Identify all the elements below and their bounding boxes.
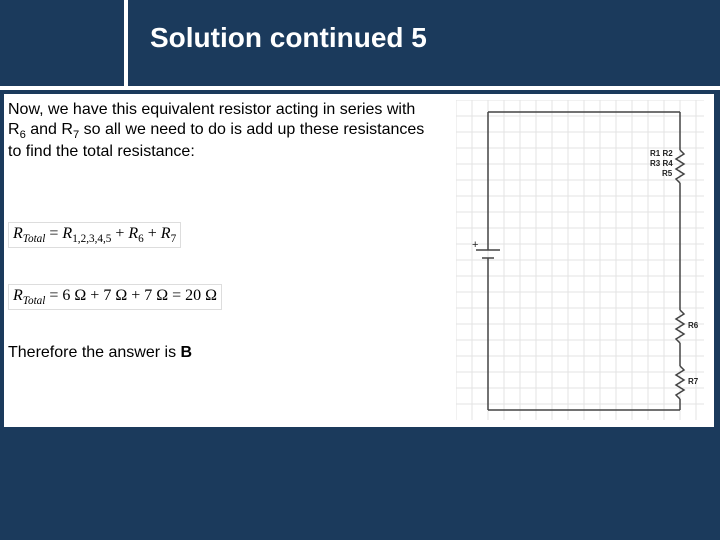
content-panel: Now, we have this equivalent resistor ac…: [4, 94, 714, 427]
equation-total-symbolic: RTotal = R1,2,3,4,5 + R6 + R7: [8, 222, 181, 248]
label-r1-r2: R1 R2: [650, 149, 673, 158]
label-r7: R7: [688, 377, 699, 386]
label-r6: R6: [688, 321, 699, 330]
grid: [456, 100, 704, 420]
title-horizontal-rule: [0, 86, 720, 90]
circuit-diagram: + R1 R2 R3 R4 R5 R6 R7: [456, 100, 704, 420]
title-vertical-rule: [124, 0, 128, 88]
slide-title: Solution continued 5: [150, 22, 427, 54]
answer-prefix: Therefore the answer is: [8, 344, 181, 361]
equation-total-numeric: RTotal = 6 Ω + 7 Ω + 7 Ω = 20 Ω: [8, 284, 222, 310]
answer-letter: B: [181, 344, 193, 361]
label-r5: R5: [662, 169, 673, 178]
explanation-paragraph: Now, we have this equivalent resistor ac…: [8, 100, 428, 162]
label-r3-r4: R3 R4: [650, 159, 673, 168]
battery-plus-label: +: [472, 239, 478, 251]
answer-statement: Therefore the answer is B: [8, 344, 192, 362]
title-bar: Solution continued 5: [0, 0, 720, 88]
circuit-svg: + R1 R2 R3 R4 R5 R6 R7: [456, 100, 704, 420]
